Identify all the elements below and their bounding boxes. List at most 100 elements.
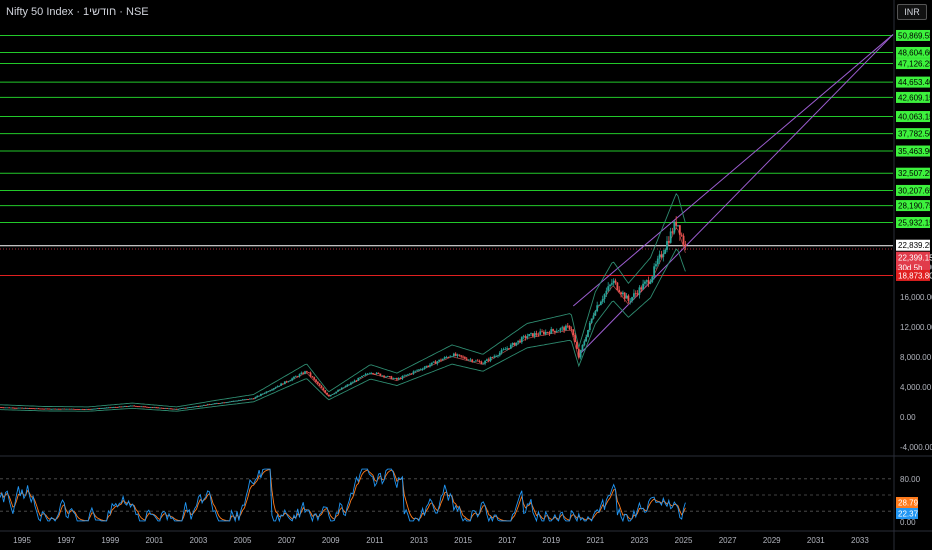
candle-body bbox=[237, 400, 240, 402]
candle-body bbox=[173, 408, 176, 410]
candle-body bbox=[476, 360, 479, 362]
candle-body bbox=[511, 342, 514, 345]
candle-body bbox=[587, 330, 589, 337]
currency-button[interactable]: INR bbox=[897, 4, 927, 20]
candle-body bbox=[89, 409, 91, 410]
candle-body bbox=[361, 375, 363, 378]
candle-body bbox=[296, 376, 299, 378]
candle-body bbox=[232, 400, 235, 402]
candle-body bbox=[572, 329, 575, 335]
candle-body bbox=[467, 359, 470, 361]
candle-body bbox=[430, 362, 433, 365]
candle-body bbox=[309, 372, 312, 377]
time-axis[interactable]: 1995 1997 1999 2001 2003 2005 2007 2009 2011 2013… bbox=[13, 536, 869, 545]
candle-body bbox=[256, 395, 259, 398]
candle-body bbox=[57, 408, 60, 410]
candle-body bbox=[526, 336, 529, 338]
stoch-k-value: 22.37 bbox=[898, 510, 919, 519]
candle-body bbox=[4, 407, 7, 409]
candle-body bbox=[480, 361, 483, 365]
candle-body bbox=[129, 405, 132, 407]
candle-body bbox=[568, 325, 571, 330]
price-axis[interactable]: 20,000.0016,000.0012,000.008,000.004,000… bbox=[900, 263, 932, 527]
candle-body bbox=[111, 407, 113, 409]
candle-body bbox=[45, 408, 47, 410]
candle-body bbox=[370, 373, 373, 374]
candle-body bbox=[239, 400, 242, 401]
candle-body bbox=[425, 365, 428, 368]
candle-body bbox=[90, 409, 93, 410]
candle-body bbox=[149, 407, 152, 409]
candle-body bbox=[81, 409, 84, 410]
level-label: 44,653.40 bbox=[898, 78, 932, 87]
level-label: 25,932.15 bbox=[898, 219, 932, 228]
candle-body bbox=[574, 334, 577, 343]
candle-body bbox=[195, 406, 198, 407]
candle-body bbox=[667, 241, 670, 243]
candle-body bbox=[219, 403, 222, 404]
candle-body bbox=[68, 408, 71, 410]
level-label-bg bbox=[896, 29, 930, 41]
candle-body bbox=[590, 318, 593, 323]
candle-body bbox=[94, 408, 97, 410]
candle-body bbox=[83, 409, 86, 411]
candle-body bbox=[324, 390, 327, 393]
candle-body bbox=[669, 231, 672, 243]
time-tick-label: 2015 bbox=[454, 536, 472, 545]
candle-body bbox=[43, 408, 45, 410]
candle-body bbox=[48, 408, 51, 410]
candle-body bbox=[401, 376, 404, 379]
candle-body bbox=[452, 353, 455, 357]
level-label: 28,190.75 bbox=[898, 202, 932, 211]
stoch-d-value: 28.79 bbox=[898, 499, 919, 508]
candle-body bbox=[157, 407, 159, 409]
candle-body bbox=[287, 381, 290, 383]
candle-body bbox=[519, 340, 521, 343]
time-tick-label: 2001 bbox=[145, 536, 163, 545]
candle-body bbox=[328, 394, 330, 397]
candle-body bbox=[131, 405, 134, 407]
candle-body bbox=[566, 325, 569, 327]
candle-body bbox=[320, 385, 323, 388]
candle-body bbox=[305, 371, 308, 373]
level-label: 48,604.60 bbox=[898, 48, 932, 57]
candle-body bbox=[260, 393, 262, 396]
candle-body bbox=[542, 331, 545, 335]
chart-title: Nifty 50 Index · 1חודשי · NSE bbox=[6, 6, 149, 18]
candle-body bbox=[107, 407, 110, 409]
candle-body bbox=[384, 376, 387, 378]
candle-body bbox=[348, 384, 351, 386]
candle-body bbox=[15, 407, 18, 409]
candle-body bbox=[414, 370, 417, 372]
candle-body bbox=[225, 402, 227, 404]
candle-body bbox=[394, 378, 396, 379]
candle-body bbox=[28, 408, 31, 409]
candle-body bbox=[337, 390, 339, 392]
candle-body bbox=[607, 286, 610, 291]
candle-body bbox=[535, 333, 538, 335]
candle-body bbox=[70, 408, 73, 410]
candle-body bbox=[267, 391, 270, 393]
candle-body bbox=[241, 399, 244, 401]
candle-body bbox=[353, 380, 356, 383]
candle-body bbox=[254, 397, 257, 399]
time-tick-label: 2017 bbox=[498, 536, 516, 545]
candle-body bbox=[454, 353, 457, 356]
candle-body bbox=[612, 280, 615, 284]
candle-body bbox=[223, 402, 226, 404]
candle-body bbox=[199, 405, 202, 407]
candle-body bbox=[546, 331, 549, 333]
candle-body bbox=[434, 361, 437, 364]
candle-body bbox=[258, 395, 260, 397]
candle-body bbox=[133, 405, 136, 407]
candle-body bbox=[585, 336, 588, 342]
candle-body bbox=[443, 357, 446, 359]
candle-body bbox=[265, 391, 268, 394]
level-label: 47,126.25 bbox=[898, 60, 932, 69]
candle-body bbox=[146, 406, 148, 408]
candle-body bbox=[116, 407, 119, 408]
candle-body bbox=[100, 408, 102, 409]
candle-body bbox=[17, 407, 20, 409]
